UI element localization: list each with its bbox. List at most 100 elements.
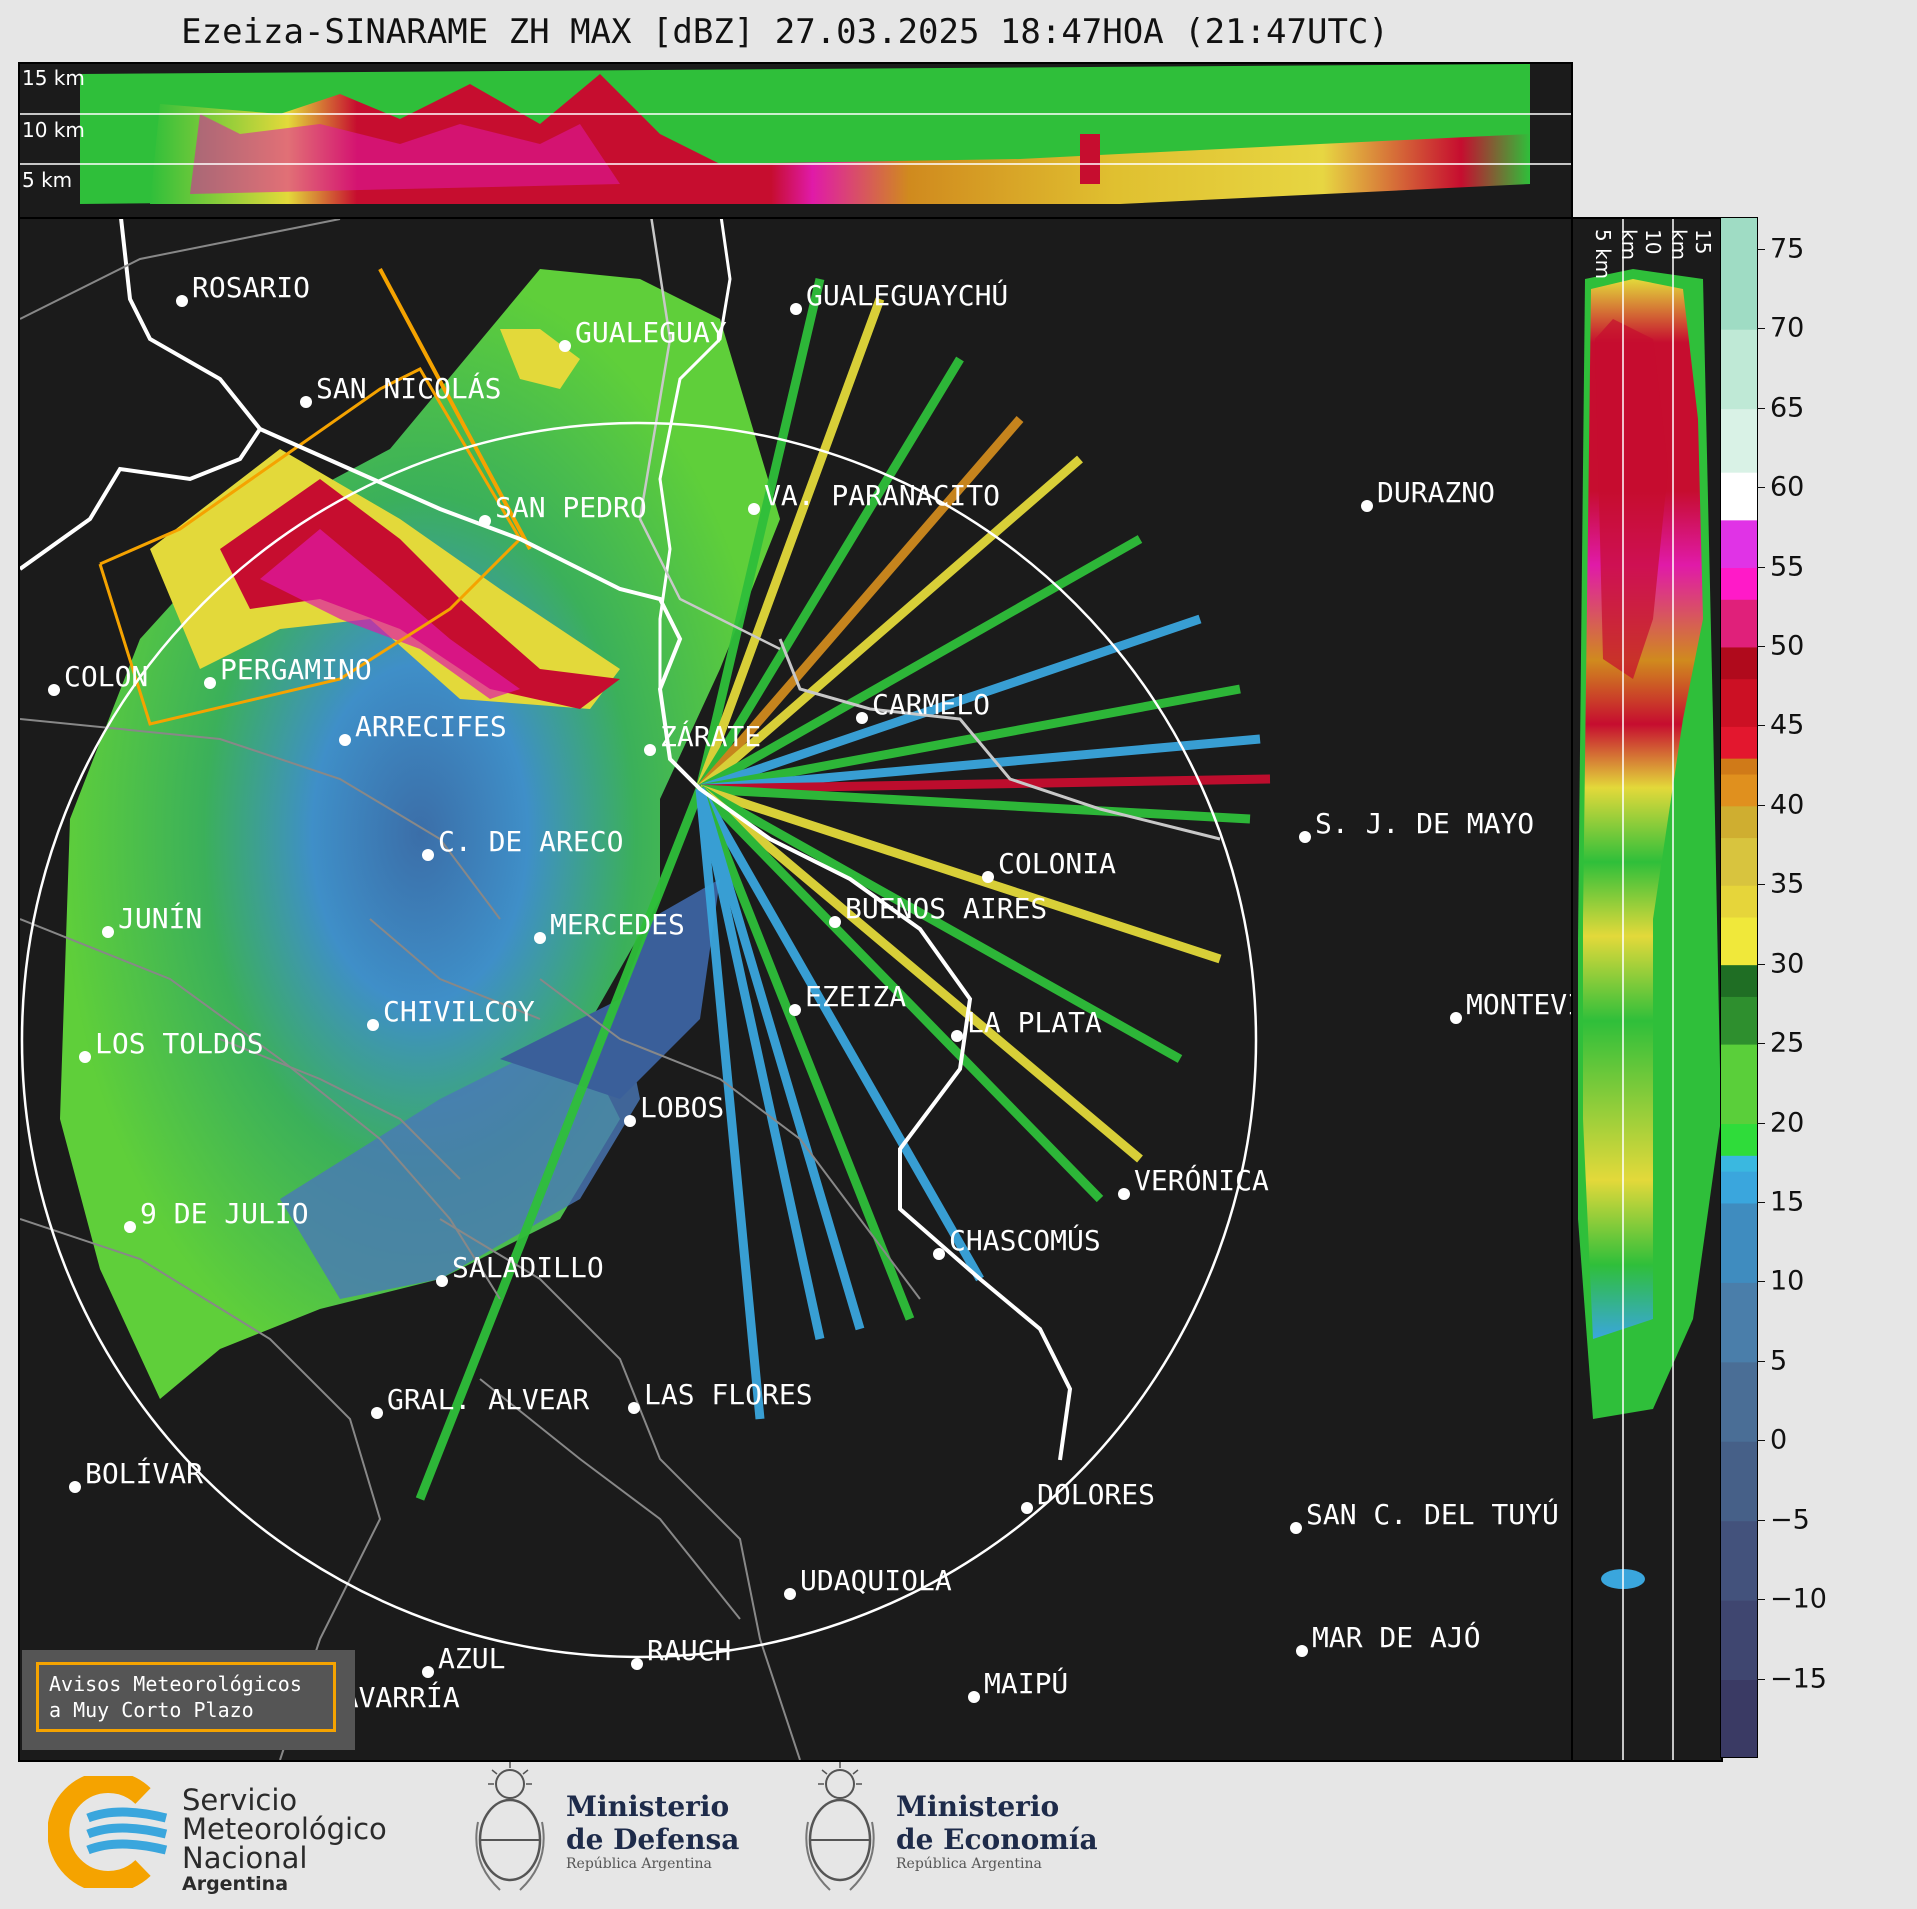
city-dot-icon (982, 871, 994, 883)
colorbar-tick-label: 75 (1770, 233, 1805, 265)
colorbar-band (1721, 1044, 1757, 1125)
city-label: CHIVILCOY (383, 995, 535, 1028)
city-dot-icon (1450, 1012, 1462, 1024)
city-label: LAS FLORES (644, 1378, 813, 1411)
colorbar-band (1721, 837, 1757, 886)
defensa-line1: Ministerio (566, 1790, 730, 1823)
warning-line1: Avisos Meteorológicos (49, 1672, 302, 1696)
city-dot-icon (1296, 1645, 1308, 1657)
smn-logo: Servicio Meteorológico Nacional Argentin… (47, 1771, 387, 1895)
colorbar-band (1721, 1123, 1757, 1156)
defensa-logo: Ministerio de Defensa República Argentin… (470, 1762, 739, 1904)
city-label: 9 DE JULIO (140, 1197, 309, 1230)
city-dot-icon (790, 303, 802, 315)
colorbar-tick-label: 60 (1770, 471, 1805, 503)
colorbar-band (1721, 885, 1757, 918)
argentina-coat-of-arms-icon (475, 1762, 545, 1891)
city-label: EZEIZA (805, 980, 907, 1013)
city-label: JUNÍN (118, 902, 203, 935)
colorbar-tick-label: 5 (1770, 1345, 1788, 1377)
economia-logo: Ministerio de Economía República Argenti… (800, 1762, 1098, 1904)
smn-emblem-icon (47, 1771, 168, 1893)
colorbar-tick-label: 50 (1770, 630, 1805, 662)
city-label: LA PLATA (967, 1006, 1102, 1039)
city-dot-icon (628, 1402, 640, 1414)
colorbar-band (1721, 1679, 1757, 1757)
colorbar-band (1721, 646, 1757, 680)
city-label: CHASCOMÚS (949, 1224, 1101, 1257)
warning-box[interactable]: Avisos Meteorológicos a Muy Corto Plazo (36, 1662, 336, 1732)
city-label: CARMELO (872, 688, 991, 721)
city-label: MONTEVIDEO (1466, 988, 1571, 1021)
city-dot-icon (436, 1275, 448, 1287)
colorbar-band (1721, 519, 1757, 569)
city-dot-icon (371, 1407, 383, 1419)
city-label: ROSARIO (192, 271, 311, 304)
city-dot-icon (367, 1019, 379, 1031)
warning-panel[interactable]: Avisos Meteorológicos a Muy Corto Plazo (22, 1650, 355, 1750)
colorbar-band (1721, 599, 1757, 648)
city-label: SAN NICOLÁS (316, 372, 502, 405)
colorbar-band (1721, 329, 1757, 410)
colorbar-band (1721, 1202, 1757, 1283)
colorbar-tick-label: 15 (1770, 1186, 1805, 1218)
city-label: VA. PARANACITO (764, 479, 1001, 512)
city-dot-icon (124, 1221, 136, 1233)
top-cross-section: 15 km 10 km 5 km (18, 62, 1573, 220)
city-label: BUENOS AIRES (845, 892, 1048, 925)
city-dot-icon (784, 1588, 796, 1600)
colorbar-tick-label: 30 (1770, 948, 1805, 980)
colorbar-band (1721, 472, 1757, 489)
warning-line2: a Muy Corto Plazo (49, 1698, 254, 1722)
city-label: VERÓNICA (1134, 1164, 1269, 1197)
colorbar-tick-label: 65 (1770, 392, 1805, 424)
side-height-label-5: 5 km (1591, 229, 1615, 280)
city-dot-icon (644, 744, 656, 756)
colorbar-band (1721, 1155, 1757, 1172)
smn-line4: Argentina (182, 1873, 289, 1895)
colorbar-tick-label: −10 (1770, 1583, 1827, 1615)
footer-logos: Servicio Meteorológico Nacional Argentin… (0, 1760, 1917, 1909)
city-label: SAN PEDRO (495, 491, 647, 524)
colorbar-tick-label: 10 (1770, 1265, 1805, 1297)
colorbar-tick-label: −15 (1770, 1663, 1827, 1695)
colorbar-band (1721, 567, 1757, 600)
city-dot-icon (789, 1004, 801, 1016)
colorbar-band (1721, 758, 1757, 775)
colorbar-band (1721, 408, 1757, 473)
colorbar-band (1721, 805, 1757, 839)
colorbar-band (1721, 678, 1757, 727)
top-height-label-10: 10 km (22, 118, 85, 142)
colorbar-tick-label: 40 (1770, 789, 1805, 821)
city-dot-icon (48, 684, 60, 696)
colorbar-ticks: 75 70 65 60 55 50 45 40 35 30 25 20 15 10 5 0 −5 −10 −15 (1757, 217, 1838, 1758)
chart-title: Ezeiza-SINARAME ZH MAX [dBZ] 27.03.2025 … (181, 12, 1389, 52)
colorbar-band (1721, 1600, 1757, 1681)
city-label: RAUCH (647, 1634, 732, 1667)
colorbar-band (1721, 917, 1757, 966)
city-dot-icon (631, 1658, 643, 1670)
city-dot-icon (1299, 831, 1311, 843)
city-dot-icon (422, 849, 434, 861)
economia-line1: Ministerio (896, 1790, 1060, 1823)
city-label: GUALEGUAY (575, 316, 727, 349)
city-dot-icon (1290, 1522, 1302, 1534)
city-dot-icon (968, 1691, 980, 1703)
city-dot-icon (102, 926, 114, 938)
city-label: MAR DE AJÓ (1312, 1621, 1481, 1654)
colorbar-band (1721, 774, 1757, 807)
smn-line1: Servicio (182, 1783, 298, 1817)
city-dot-icon (933, 1248, 945, 1260)
city-dot-icon (951, 1030, 963, 1042)
city-dot-icon (624, 1115, 636, 1127)
city-dot-icon (856, 712, 868, 724)
city-label: GRAL. ALVEAR (387, 1383, 590, 1416)
city-label: BOLÍVAR (85, 1457, 204, 1490)
city-label: MERCEDES (550, 908, 685, 941)
city-label: COLON (64, 660, 149, 693)
city-dot-icon (339, 734, 351, 746)
city-dot-icon (1021, 1502, 1033, 1514)
city-label: PERGAMINO (220, 653, 372, 686)
city-label: COLONIA (998, 847, 1117, 880)
colorbar-band (1721, 726, 1757, 759)
